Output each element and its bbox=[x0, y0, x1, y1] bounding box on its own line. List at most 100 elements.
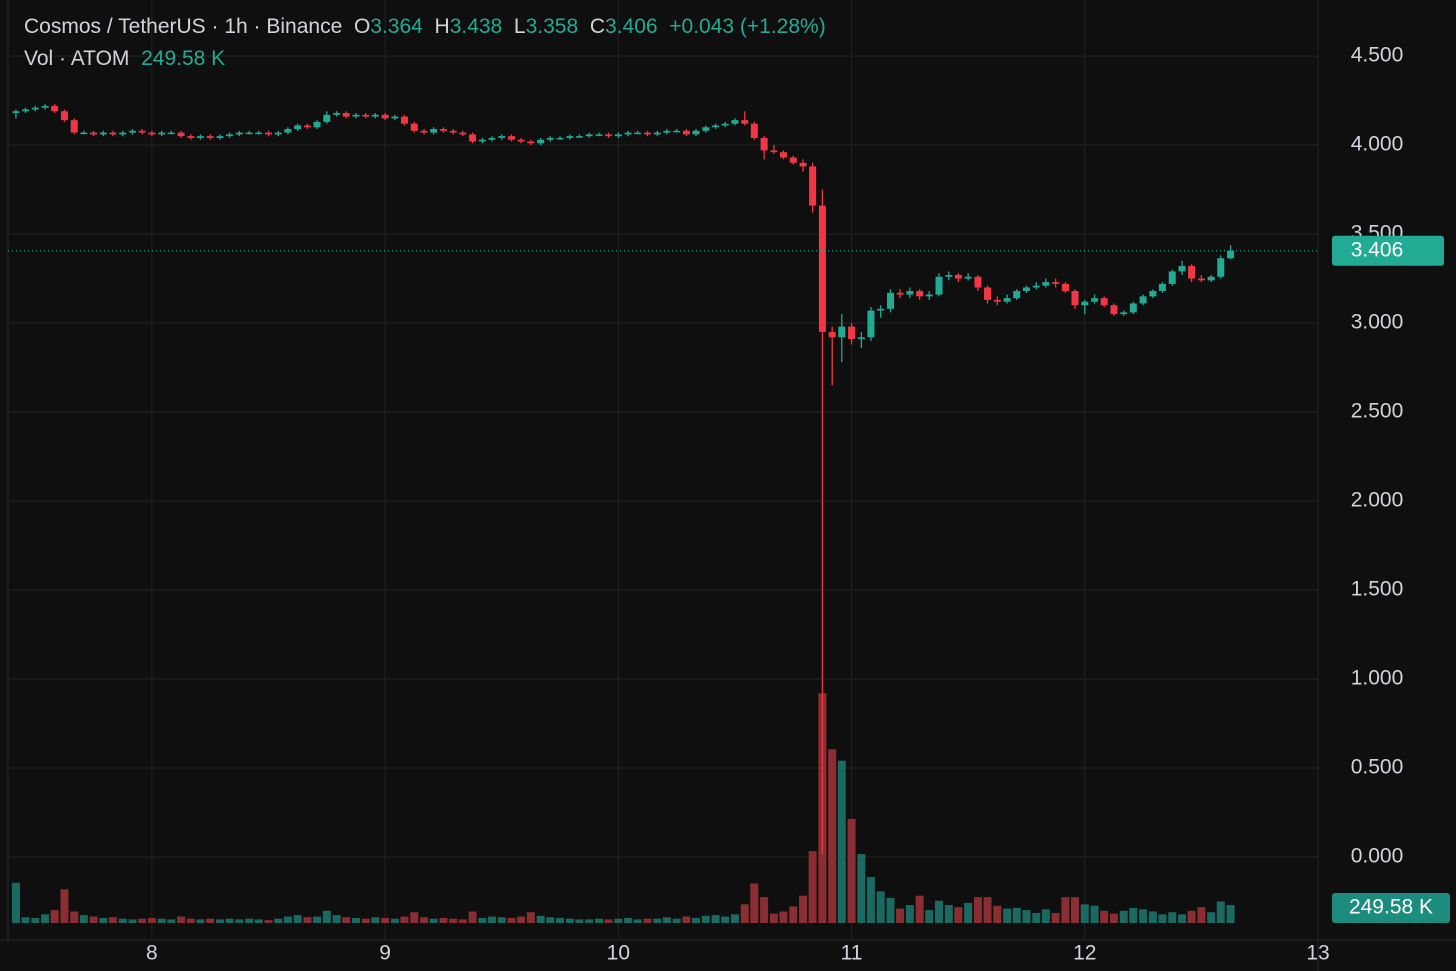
candle-body bbox=[546, 137, 554, 140]
volume-bar bbox=[740, 904, 749, 923]
candle-body bbox=[391, 116, 399, 119]
candle-body bbox=[585, 134, 593, 137]
volume-bar bbox=[847, 818, 856, 923]
volume-bar bbox=[177, 916, 186, 923]
volume-bar bbox=[1012, 907, 1021, 923]
volume-bar bbox=[400, 916, 409, 923]
candle-body bbox=[828, 331, 836, 338]
y-tick-label: 4.000 bbox=[1351, 133, 1404, 156]
volume-bar bbox=[837, 760, 846, 923]
candle-body bbox=[779, 152, 787, 158]
candle-body bbox=[809, 166, 817, 206]
volume-bar bbox=[1109, 913, 1118, 923]
candle-body bbox=[323, 114, 331, 122]
candle-body bbox=[682, 130, 690, 135]
high-value: 3.438 bbox=[449, 15, 503, 38]
candle-body bbox=[177, 132, 185, 137]
candle-body bbox=[1052, 282, 1060, 284]
candle-body bbox=[488, 137, 496, 140]
y-tick-label: 4.500 bbox=[1351, 44, 1404, 67]
volume-bar bbox=[866, 877, 875, 923]
volume-bar bbox=[925, 910, 934, 923]
volume-bar bbox=[1168, 912, 1177, 923]
volume-bar bbox=[1119, 910, 1128, 923]
volume-bar bbox=[147, 917, 156, 923]
volume-bar bbox=[1041, 909, 1050, 923]
volume-bar bbox=[1090, 905, 1099, 923]
candle-body bbox=[235, 132, 243, 135]
volume-bar bbox=[760, 897, 769, 923]
volume-bar bbox=[643, 918, 652, 923]
volume-bar bbox=[1139, 909, 1148, 923]
candle-body bbox=[439, 129, 447, 131]
candle-body bbox=[1022, 287, 1030, 292]
volume-bar bbox=[1207, 912, 1216, 923]
candle-body bbox=[595, 134, 603, 136]
volume-bar bbox=[196, 919, 205, 923]
candle-body bbox=[216, 136, 224, 138]
volume-bar bbox=[478, 917, 487, 923]
volume-bar bbox=[682, 916, 691, 923]
volume-bar bbox=[507, 917, 516, 923]
x-tick-label: 9 bbox=[379, 942, 391, 965]
candle-body bbox=[1158, 283, 1166, 292]
volume-bar bbox=[1070, 897, 1079, 923]
candle-body bbox=[99, 132, 107, 135]
volume-bar bbox=[721, 916, 730, 923]
candle-body bbox=[1013, 291, 1021, 299]
candle-body bbox=[1071, 291, 1079, 306]
volume-bar bbox=[371, 917, 380, 923]
volume-bar bbox=[322, 910, 331, 923]
candle-body bbox=[498, 136, 506, 138]
high-label: H bbox=[434, 15, 450, 38]
volume-bar bbox=[692, 917, 701, 923]
volume-bar bbox=[458, 919, 467, 923]
volume-bar bbox=[624, 917, 633, 923]
low-value: 3.358 bbox=[525, 15, 579, 38]
candle-body bbox=[818, 205, 826, 332]
candle-body bbox=[148, 132, 156, 135]
last-price-badge bbox=[1332, 235, 1444, 266]
candle-body bbox=[799, 162, 807, 167]
candle-body bbox=[41, 105, 49, 108]
candle-body bbox=[653, 132, 661, 135]
candle-body bbox=[313, 121, 321, 128]
volume-bar bbox=[1051, 912, 1060, 923]
symbol: Cosmos / TetherUS · 1h · Binance bbox=[24, 15, 343, 38]
volume-bar bbox=[215, 919, 224, 923]
volume-bar bbox=[799, 895, 808, 923]
volume-bar bbox=[1129, 907, 1138, 923]
volume-bar bbox=[789, 906, 798, 923]
candle-body bbox=[731, 120, 739, 124]
candle-body bbox=[80, 132, 88, 135]
volume-bar bbox=[701, 915, 710, 923]
volume-bar bbox=[99, 917, 108, 923]
candle-body bbox=[702, 127, 710, 131]
candle-body bbox=[469, 134, 477, 142]
candle-body bbox=[245, 132, 253, 135]
candle-body bbox=[537, 139, 545, 144]
volume-bar bbox=[808, 851, 817, 923]
y-tick-label: 2.500 bbox=[1351, 400, 1404, 423]
volume-bar bbox=[905, 905, 914, 923]
candle-body bbox=[255, 132, 263, 135]
volume-bar bbox=[225, 918, 234, 923]
candle-body bbox=[867, 310, 875, 338]
candle-body bbox=[721, 123, 729, 126]
ohlc-legend: Cosmos / TetherUS · 1h · Binance O 3.364 … bbox=[24, 15, 826, 39]
volume-bar bbox=[993, 905, 1002, 923]
volume-bar bbox=[313, 916, 322, 923]
volume-bar bbox=[138, 918, 147, 923]
candle-body bbox=[60, 111, 68, 121]
candle-body bbox=[566, 136, 574, 138]
volume-bar bbox=[983, 897, 992, 923]
candle-body bbox=[643, 132, 651, 135]
volume-bar bbox=[1080, 904, 1089, 923]
volume-bar bbox=[594, 918, 603, 923]
volume-bar bbox=[390, 918, 399, 923]
volume-bar bbox=[653, 918, 662, 923]
volume-bar bbox=[11, 882, 20, 923]
candle-body bbox=[21, 109, 29, 112]
volume-bar bbox=[118, 918, 127, 923]
y-tick-label: 0.000 bbox=[1351, 845, 1404, 868]
